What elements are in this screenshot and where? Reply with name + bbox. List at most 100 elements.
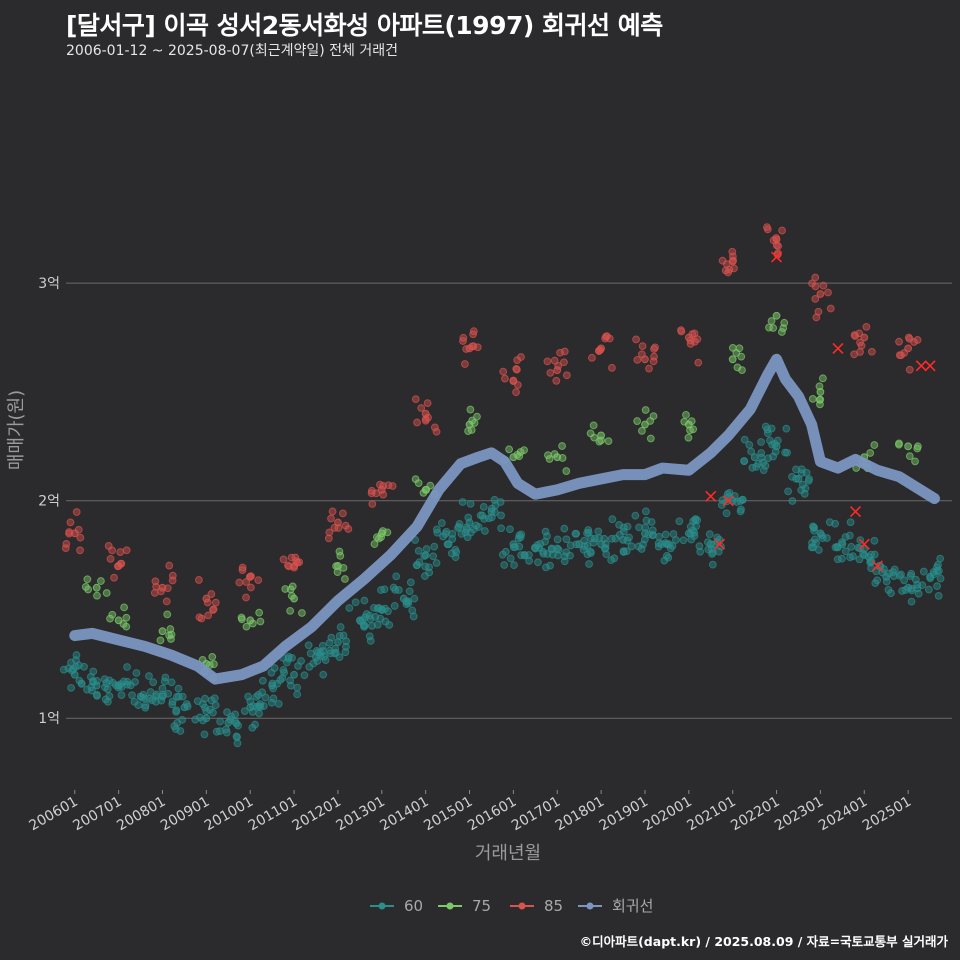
- point-75-cluster: [808, 394, 817, 403]
- point-75-cluster: [470, 419, 479, 427]
- point-60-cluster: [761, 422, 770, 431]
- point-85-cluster: [122, 546, 131, 555]
- point-60-cluster: [804, 476, 813, 485]
- point-85-cluster: [423, 399, 432, 408]
- point-60-cluster: [619, 527, 628, 536]
- point-75-cluster: [895, 440, 903, 449]
- point-60-cluster: [661, 530, 670, 539]
- point-60-cluster: [321, 656, 330, 664]
- point-60-cluster: [134, 701, 143, 709]
- point-60-cluster: [335, 632, 344, 640]
- point-85-cluster: [686, 339, 695, 348]
- point-75-cluster: [167, 630, 176, 639]
- point-60-cluster: [709, 540, 718, 549]
- point-85-cluster: [811, 273, 820, 282]
- point-60-cluster: [267, 698, 276, 707]
- point-60-cluster: [641, 523, 650, 532]
- point-75: [641, 420, 649, 429]
- point-75-cluster: [255, 608, 264, 617]
- point-60-cluster: [506, 525, 514, 534]
- point-85-cluster: [608, 363, 616, 372]
- x-tick-label: 201901: [597, 794, 651, 835]
- point-75-cluster: [777, 328, 786, 336]
- point-60-cluster: [615, 520, 624, 529]
- point-85-cluster: [254, 576, 263, 585]
- point-75-cluster: [684, 433, 693, 442]
- point-85-cluster: [550, 356, 559, 365]
- legend-dot: [586, 902, 594, 910]
- point-75-cluster: [83, 575, 92, 584]
- point-60-cluster: [455, 519, 464, 528]
- cancel-mark-icon: [713, 538, 726, 550]
- point-60-cluster: [365, 632, 374, 641]
- point-60-cluster: [234, 721, 242, 730]
- point-85-cluster: [512, 388, 520, 397]
- y-tick-label: 1억: [38, 711, 60, 727]
- point-85-cluster: [554, 361, 563, 370]
- point-75-cluster: [378, 527, 387, 535]
- point-85-cluster: [512, 364, 521, 373]
- point-85-cluster: [855, 329, 864, 338]
- point-60: [290, 670, 298, 679]
- point-75-cluster: [913, 444, 922, 453]
- point-60-cluster: [525, 556, 533, 565]
- point-85-cluster: [462, 345, 471, 353]
- point-60-cluster: [510, 561, 518, 570]
- point-60-cluster: [553, 535, 562, 544]
- x-tick-label: 201001: [202, 794, 256, 835]
- point-85-cluster: [856, 338, 864, 347]
- point-60-cluster: [432, 559, 441, 567]
- point-75-cluster: [286, 585, 295, 594]
- point-60-cluster: [485, 514, 493, 523]
- point-60-cluster: [934, 591, 943, 600]
- point-85-cluster: [469, 327, 478, 336]
- point-85-cluster: [588, 353, 596, 362]
- point-60-cluster: [661, 539, 670, 547]
- point-85-cluster: [74, 525, 83, 534]
- point-75-cluster: [780, 318, 789, 327]
- point-75-cluster: [769, 324, 778, 332]
- point-60-cluster: [554, 551, 562, 560]
- x-tick-label: 201501: [421, 794, 475, 835]
- point-60-cluster: [566, 541, 575, 550]
- point-75-cluster: [422, 485, 431, 494]
- point-85-cluster: [677, 326, 685, 335]
- point-60-cluster: [318, 641, 327, 650]
- x-tick-label: 202301: [772, 794, 826, 835]
- point-60-cluster: [351, 598, 360, 607]
- point-60-cluster: [934, 567, 943, 575]
- point-60-cluster: [571, 529, 580, 538]
- point-60-cluster: [300, 671, 309, 680]
- point-85-cluster: [774, 242, 783, 251]
- point-75-cluster: [122, 613, 131, 622]
- point-60-cluster: [784, 487, 793, 496]
- point-75-cluster: [108, 610, 117, 619]
- point-60-cluster: [764, 454, 773, 463]
- point-60-cluster: [464, 513, 473, 522]
- point-60-cluster: [640, 535, 649, 544]
- point-60-cluster: [705, 530, 714, 539]
- point-85-cluster: [556, 348, 564, 357]
- point-60-cluster: [251, 720, 259, 729]
- point-60-cluster: [432, 525, 441, 534]
- point-60-cluster: [381, 617, 390, 626]
- point-85-cluster: [162, 597, 171, 606]
- point-75: [728, 355, 737, 364]
- point-60-cluster: [176, 727, 185, 735]
- point-60-cluster: [240, 707, 249, 715]
- point-60-cluster: [86, 672, 95, 681]
- point-75-cluster: [256, 617, 265, 626]
- point-60-cluster: [870, 550, 879, 559]
- point-60-cluster: [722, 509, 731, 518]
- point-60-cluster: [470, 525, 478, 534]
- point-60-cluster: [117, 691, 126, 700]
- point-60-cluster: [810, 523, 818, 532]
- point-60-cluster: [255, 709, 264, 718]
- point-60-cluster: [925, 585, 933, 594]
- point-75-cluster: [93, 591, 101, 600]
- point-75-cluster: [866, 449, 875, 457]
- point-75-cluster: [333, 568, 342, 577]
- point-60-cluster: [782, 424, 791, 433]
- point-60-cluster: [838, 538, 846, 547]
- point-75-cluster: [297, 609, 306, 617]
